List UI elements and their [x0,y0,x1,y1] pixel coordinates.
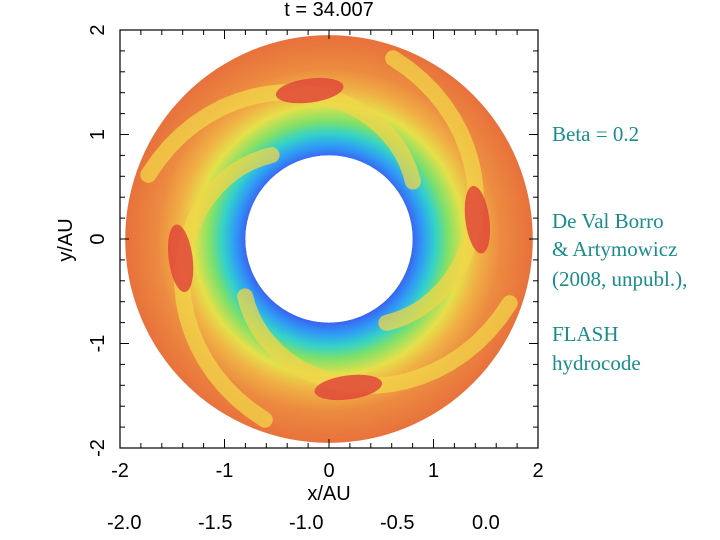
bottom-tick-label: 0.0 [472,512,500,534]
y-axis-label: y/AU [55,218,77,261]
credit-line-2: & Artymowicz [552,237,678,261]
x-tick-label: 1 [428,460,439,482]
axis-ticks [119,29,539,449]
vortex [275,77,344,104]
bottom-tick-label: -1.0 [289,512,324,534]
inner-hole [245,155,413,323]
code-line-1: FLASH [552,322,619,346]
vortex [464,185,491,254]
x-tick-label: 2 [532,460,543,482]
y-tick-label: -1 [87,335,109,353]
y-tick-label: 2 [87,24,109,35]
credit-line-1: De Val Borro [552,209,664,233]
x-tick-label: -2 [111,460,129,482]
spiral-features [140,50,518,428]
x-axis-label: x/AU [307,483,350,505]
vortex [167,224,194,293]
disk-ring [125,35,533,443]
vortex [314,374,383,401]
beta-annotation: Beta = 0.2 [552,122,640,146]
bottom-tick-label: -1.5 [198,512,233,534]
bottom-tick-label: -2.0 [107,512,142,534]
bottom-tick-label: -0.5 [380,512,415,534]
code-line-2: hydrocode [552,351,641,375]
chart-title: t = 34.007 [284,0,374,21]
credit-line-3: (2008, unpubl.), [552,267,688,291]
x-tick-label: 0 [323,460,334,482]
y-tick-label: 1 [87,129,109,140]
y-tick-label: 0 [87,233,109,244]
y-tick-label: -2 [87,439,109,457]
x-tick-label: -1 [216,460,234,482]
